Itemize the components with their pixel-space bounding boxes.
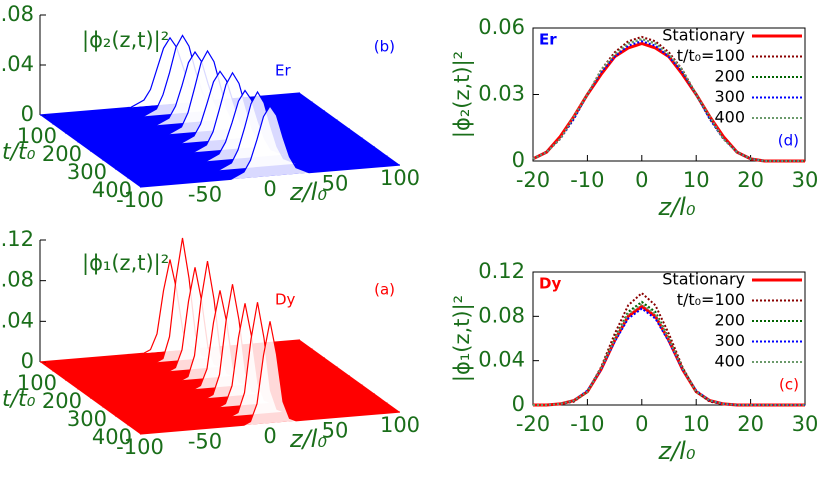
series-line xyxy=(532,41,805,163)
y-tick-label: 0.08 xyxy=(478,303,525,327)
t-tick-label: 300 xyxy=(67,407,107,431)
x-axis-label: z/l₀ xyxy=(289,178,327,206)
series-line xyxy=(532,40,805,162)
t-tick-label: 200 xyxy=(42,142,82,166)
x-tick-label: 0 xyxy=(635,412,648,436)
legend-label: t/t₀=100 xyxy=(677,290,745,309)
x-tick-label: 0 xyxy=(263,177,276,201)
x-tick-label: 20 xyxy=(737,412,764,436)
z-tick-label: 0.04 xyxy=(0,308,34,332)
x-tick-label: -50 xyxy=(188,430,222,454)
legend-label: 300 xyxy=(714,331,745,350)
t-tick-label: 100 xyxy=(17,371,57,395)
legend-label: 200 xyxy=(714,311,745,330)
z-tick-label: 0.08 xyxy=(0,2,34,26)
species-label: Dy xyxy=(539,275,561,293)
x-tick-label: -50 xyxy=(188,183,222,207)
series-line xyxy=(533,300,805,406)
x-tick-label: 0 xyxy=(263,424,276,448)
series-line xyxy=(532,35,805,162)
panel-label: (d) xyxy=(778,132,799,150)
y-tick-label: 0 xyxy=(512,392,525,416)
x-tick-label: -100 xyxy=(116,188,164,212)
t-tick-label: 200 xyxy=(42,389,82,413)
z-tick-label: 0.08 xyxy=(0,268,34,292)
t-tick-label: 300 xyxy=(67,160,107,184)
x-tick-label: 30 xyxy=(792,168,819,192)
legend-label: 300 xyxy=(714,87,745,106)
x-tick-label: 50 xyxy=(322,172,349,196)
y-axis-label: |ϕ₁(z,t)|² xyxy=(450,295,475,382)
t-tick-label: 100 xyxy=(17,124,57,148)
x-tick-label: 10 xyxy=(683,168,710,192)
z-tick-label: 0 xyxy=(21,349,34,373)
x-axis-label: z/l₀ xyxy=(289,425,327,453)
x-axis-label: z/l₀ xyxy=(658,193,696,221)
surface-slice xyxy=(139,104,401,188)
y-tick-label: 0.06 xyxy=(478,15,525,39)
plot-frame xyxy=(532,271,806,406)
z-tick-label: 0.12 xyxy=(0,227,34,251)
y-tick-label: 0.03 xyxy=(478,82,525,106)
t-tick-label: 400 xyxy=(92,178,132,202)
legend-label: Stationary xyxy=(662,26,745,45)
z-axis-label: |ϕ₁(z,t)|² xyxy=(82,251,169,276)
z-tick-label: 0.04 xyxy=(0,52,34,76)
series-line xyxy=(533,291,805,406)
z-tick-label: 0 xyxy=(21,102,34,126)
panel-label: (b) xyxy=(374,38,395,56)
series-line xyxy=(533,302,805,406)
surface-slice xyxy=(139,321,401,435)
t-tick-label: 400 xyxy=(92,425,132,449)
x-tick-label: -100 xyxy=(116,435,164,459)
panel-label: (a) xyxy=(374,281,395,299)
x-tick-label: -10 xyxy=(570,412,604,436)
legend-label: t/t₀=100 xyxy=(677,46,745,65)
y-tick-label: 0.04 xyxy=(478,348,525,372)
panel-label: (c) xyxy=(779,376,799,394)
x-tick-label: 100 xyxy=(380,166,420,190)
series-line xyxy=(533,307,805,406)
y-tick-label: 0 xyxy=(512,148,525,172)
legend-label: 200 xyxy=(714,67,745,86)
y-axis-label: |ϕ₂(z,t)|² xyxy=(450,51,475,138)
x-axis-label: z/l₀ xyxy=(658,437,696,465)
x-tick-label: 0 xyxy=(635,168,648,192)
species-label: Dy xyxy=(275,291,296,309)
series-line xyxy=(532,38,805,162)
z-axis-label: |ϕ₂(z,t)|² xyxy=(82,28,169,53)
legend-label: 400 xyxy=(714,108,745,127)
x-tick-label: -10 xyxy=(570,168,604,192)
x-tick-label: -20 xyxy=(516,168,550,192)
species-label: Er xyxy=(275,62,291,80)
x-tick-label: 50 xyxy=(322,419,349,443)
t-axis-label: t/t₀ xyxy=(2,140,36,165)
species-label: Er xyxy=(539,31,557,49)
x-tick-label: 30 xyxy=(792,412,819,436)
x-tick-label: 10 xyxy=(683,412,710,436)
legend-label: Stationary xyxy=(662,270,745,289)
x-tick-label: 20 xyxy=(737,168,764,192)
x-tick-label: 100 xyxy=(380,413,420,437)
y-tick-label: 0.12 xyxy=(478,259,525,283)
legend-label: 400 xyxy=(714,352,745,371)
x-tick-label: -20 xyxy=(516,412,550,436)
t-axis-label: t/t₀ xyxy=(2,387,36,412)
plot-frame xyxy=(532,27,806,162)
